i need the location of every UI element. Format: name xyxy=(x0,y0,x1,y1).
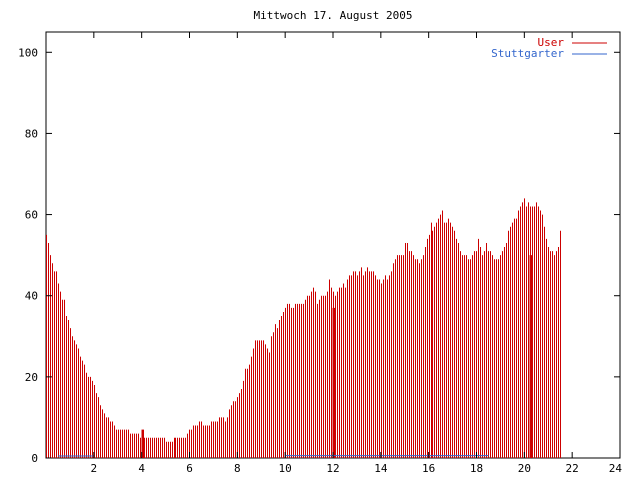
x-tick-label: 22 xyxy=(566,462,579,475)
x-tick-label: 16 xyxy=(422,462,435,475)
y-tick-label: 40 xyxy=(25,290,38,303)
x-tick-label: 20 xyxy=(518,462,531,475)
y-axis: 0 20 40 60 80 100 xyxy=(18,46,620,465)
y-tick-label: 20 xyxy=(25,371,38,384)
y-tick-label: 0 xyxy=(31,452,38,465)
legend-label-stuttgarter: Stuttgarter xyxy=(491,47,564,60)
x-axis: 2 4 6 8 10 12 14 16 18 20 22 24 xyxy=(91,32,623,475)
x-tick-label: 12 xyxy=(326,462,339,475)
x-tick-label: 6 xyxy=(186,462,193,475)
x-tick-label: 8 xyxy=(234,462,241,475)
y-tick-label: 60 xyxy=(25,209,38,222)
bars-user xyxy=(46,198,561,458)
x-tick-label: 14 xyxy=(374,462,388,475)
legend-label-user: User xyxy=(538,36,565,49)
legend: User Stuttgarter xyxy=(491,36,607,60)
x-tick-label: 24 xyxy=(609,462,623,475)
y-tick-label: 100 xyxy=(18,46,38,59)
chart-title: Mittwoch 17. August 2005 xyxy=(254,9,413,22)
x-tick-label: 10 xyxy=(279,462,292,475)
bar-highlight xyxy=(141,429,144,458)
y-tick-label: 80 xyxy=(25,127,38,140)
bar-highlight xyxy=(529,255,532,458)
bar-highlight xyxy=(332,307,335,458)
x-tick-label: 2 xyxy=(91,462,98,475)
x-tick-label: 4 xyxy=(138,462,145,475)
x-tick-label: 18 xyxy=(470,462,483,475)
